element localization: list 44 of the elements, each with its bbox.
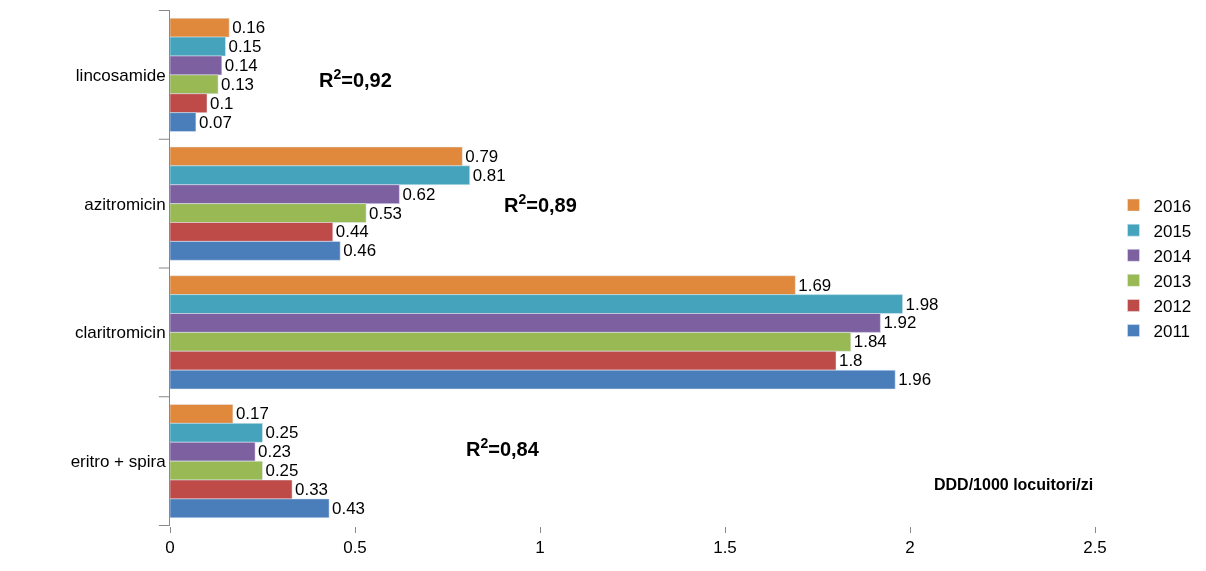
legend-label: 2012	[1153, 297, 1192, 317]
data-label: 0.25	[265, 423, 299, 443]
data-label: 1.98	[905, 294, 939, 314]
data-label: 1.8	[839, 351, 863, 371]
x-tick-label: 2	[905, 538, 915, 558]
data-label: 0.17	[235, 404, 269, 424]
data-label: 0.43	[332, 498, 365, 518]
data-label: 0.33	[295, 479, 328, 499]
y-tick-label: azitromicin	[84, 194, 166, 214]
legend-label: 2016	[1153, 196, 1192, 216]
annotation: R$^{2}$=0,89	[504, 191, 577, 217]
data-label: 0.15	[228, 37, 262, 57]
annotation: R$^{2}$=0,92	[319, 66, 392, 92]
x-tick-label: 1.5	[713, 538, 737, 558]
legend-label: 2011	[1153, 322, 1191, 342]
data-label: 0.23	[258, 442, 291, 462]
x-tick-label: 1	[535, 538, 545, 558]
data-label: 0.79	[465, 146, 499, 166]
y-tick-label: lincosamide	[75, 65, 166, 85]
data-label: 0.16	[232, 18, 266, 38]
y-tick-label: claritromicin	[74, 323, 166, 343]
legend-label: 2014	[1153, 246, 1192, 266]
data-label: 0.14	[224, 55, 258, 75]
data-label: 0.1	[210, 93, 234, 113]
legend-label: 2015	[1153, 221, 1192, 241]
x-tick-label: 0.5	[343, 538, 367, 558]
data-label: 1.69	[798, 275, 832, 295]
data-label: 1.92	[883, 313, 917, 333]
x-tick-label: 2.5	[1083, 538, 1107, 558]
legend-label: 2013	[1153, 271, 1192, 291]
data-label: 1.96	[898, 370, 932, 390]
data-label: 0.81	[472, 165, 506, 185]
x-tick-label: 0	[165, 538, 175, 558]
data-label: 0.53	[369, 203, 402, 223]
annotation: DDD/1000 locuitori/zi	[934, 476, 1094, 493]
data-label: 0.13	[221, 74, 254, 94]
data-label: 0.62	[402, 184, 436, 204]
annotation: R$^{2}$=0,84	[466, 435, 540, 461]
data-label: 1.84	[853, 332, 887, 352]
y-tick-label: eritro + spira	[70, 452, 167, 472]
data-label: 0.44	[335, 222, 369, 242]
data-label: 0.25	[265, 461, 299, 481]
data-label: 0.46	[343, 241, 377, 261]
data-label: 0.07	[198, 112, 232, 132]
